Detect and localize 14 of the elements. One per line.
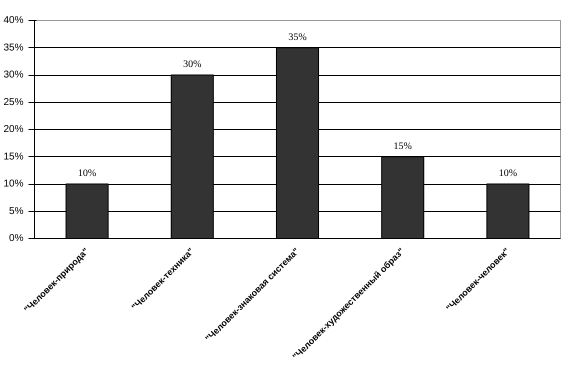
data-label: 30% [183,59,202,70]
data-label: 10% [78,168,96,179]
y-tick-label: 20% [3,124,24,135]
y-tick-label: 25% [3,96,24,108]
data-label: 10% [498,168,518,179]
y-tick-label: 10% [3,178,24,190]
y-tick-label: 30% [3,70,24,80]
y-tick-label: 15% [3,151,24,162]
y-tick-label: 0% [9,233,24,244]
y-tick-label: 35% [3,42,24,54]
data-label: 35% [288,32,307,43]
data-label: 15% [394,140,412,152]
y-tick-label: 5% [9,206,24,217]
y-tick-label: 40% [3,15,24,26]
